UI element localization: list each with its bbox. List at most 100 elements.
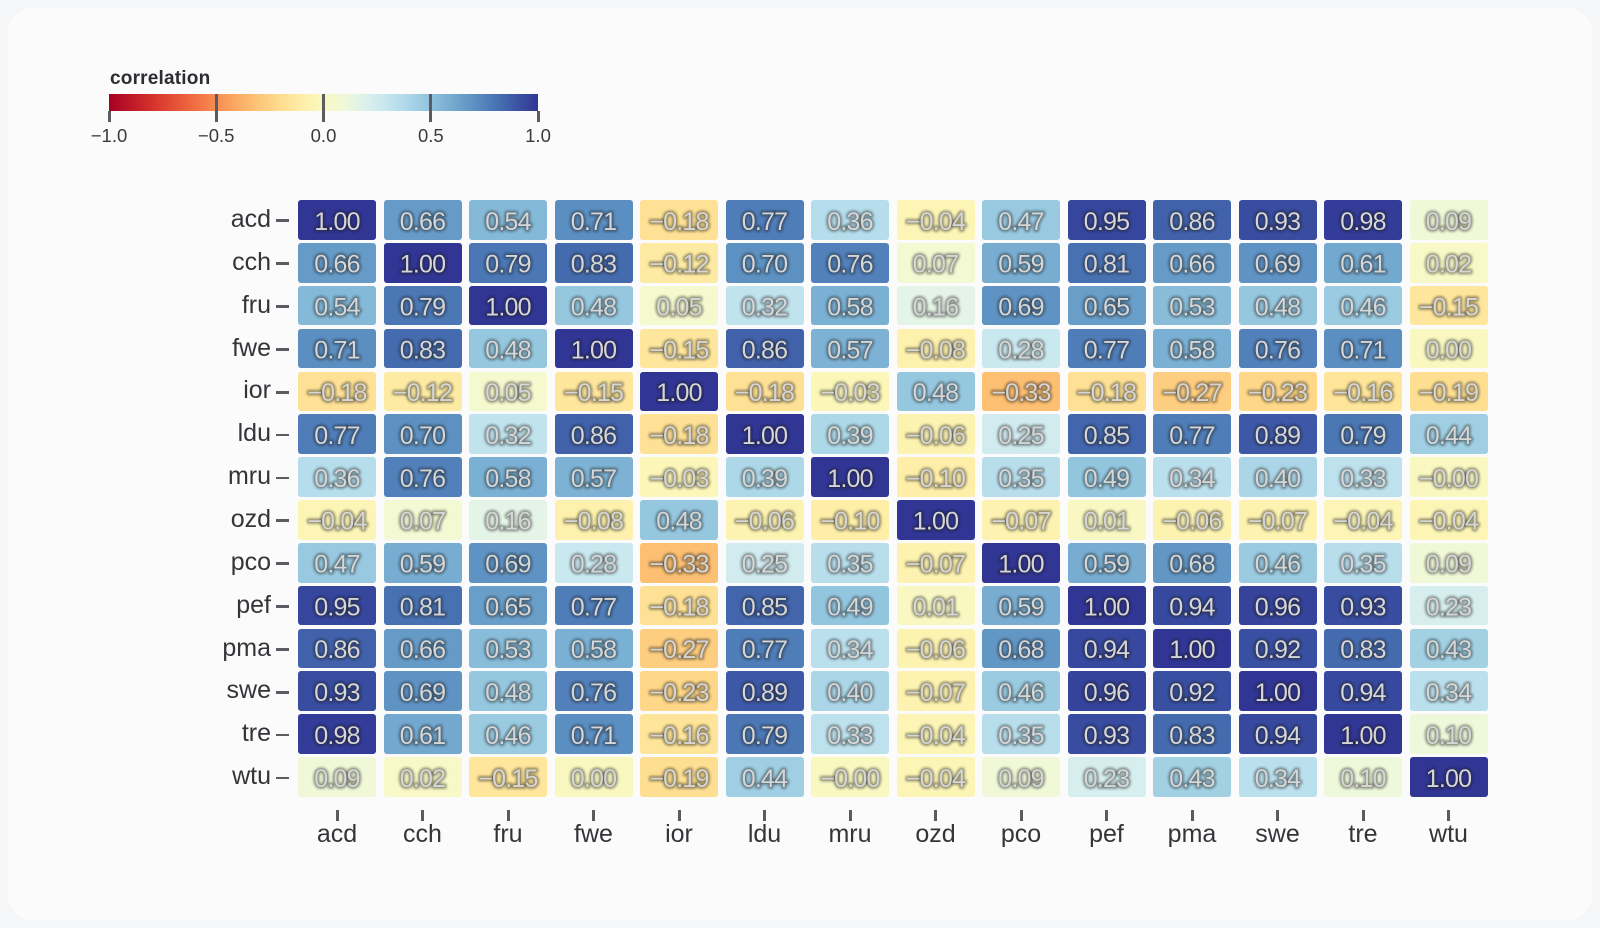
svg-text:−0.23: −0.23 [1248,379,1307,407]
svg-text:1.00: 1.00 [1169,636,1214,664]
svg-text:0.44: 0.44 [742,765,788,793]
svg-text:0.94: 0.94 [1084,636,1130,664]
svg-text:0.59: 0.59 [998,251,1043,279]
svg-text:0.25: 0.25 [998,422,1043,450]
svg-text:−0.15: −0.15 [564,379,623,407]
svg-text:0.59: 0.59 [998,251,1043,279]
svg-text:0.69: 0.69 [1255,251,1300,279]
svg-text:0.25: 0.25 [742,551,787,579]
svg-text:0.94: 0.94 [1084,636,1130,664]
svg-text:0.09: 0.09 [314,765,359,793]
svg-text:0.61: 0.61 [1340,251,1385,279]
svg-text:0.32: 0.32 [485,422,530,450]
svg-text:0.46: 0.46 [1255,551,1300,579]
svg-text:−0.00: −0.00 [820,765,879,793]
svg-text:1.00: 1.00 [1340,722,1385,750]
svg-text:−0.16: −0.16 [1333,379,1392,407]
svg-text:0.00: 0.00 [571,765,616,793]
svg-text:0.10: 0.10 [1340,765,1385,793]
svg-text:0.05: 0.05 [656,293,701,321]
svg-text:−0.23: −0.23 [1248,379,1307,407]
svg-text:−0.19: −0.19 [1419,379,1478,407]
svg-text:0.48: 0.48 [571,293,616,321]
svg-text:−0.07: −0.07 [991,508,1050,536]
svg-text:0.81: 0.81 [1084,251,1129,279]
svg-text:0.94: 0.94 [1169,593,1215,621]
svg-text:−0.33: −0.33 [991,379,1050,407]
svg-text:0.79: 0.79 [400,293,445,321]
svg-text:0.66: 0.66 [400,636,445,664]
svg-text:0.79: 0.79 [742,722,787,750]
svg-text:0.09: 0.09 [1426,208,1471,236]
svg-text:0.71: 0.71 [571,208,616,236]
svg-text:0.76: 0.76 [827,251,872,279]
svg-text:−0.18: −0.18 [1077,379,1136,407]
svg-text:0.33: 0.33 [827,722,872,750]
svg-text:0.36: 0.36 [827,208,872,236]
svg-text:0.94: 0.94 [1340,679,1386,707]
svg-text:0.77: 0.77 [742,636,787,664]
svg-text:0.79: 0.79 [1340,422,1385,450]
svg-text:−0.15: −0.15 [649,336,708,364]
svg-text:1.00: 1.00 [1255,679,1300,707]
svg-text:1.00: 1.00 [1084,593,1129,621]
svg-text:0.83: 0.83 [571,251,616,279]
svg-text:0.44: 0.44 [1426,422,1472,450]
svg-text:0.05: 0.05 [485,379,530,407]
svg-text:0.00: 0.00 [1426,336,1471,364]
svg-text:0.93: 0.93 [1084,722,1129,750]
svg-text:0.79: 0.79 [485,251,530,279]
svg-text:−0.18: −0.18 [649,422,708,450]
svg-text:−0.27: −0.27 [649,636,708,664]
svg-text:−0.03: −0.03 [820,379,879,407]
svg-text:0.34: 0.34 [1169,465,1215,493]
svg-text:0.35: 0.35 [998,465,1043,493]
svg-text:−0.27: −0.27 [1162,379,1221,407]
svg-text:1.00: 1.00 [571,336,616,364]
svg-text:0.48: 0.48 [571,293,616,321]
svg-text:0.69: 0.69 [1255,251,1300,279]
svg-text:0.93: 0.93 [1255,208,1300,236]
svg-text:0.25: 0.25 [998,422,1043,450]
svg-text:1.00: 1.00 [656,379,701,407]
svg-text:0.02: 0.02 [1426,251,1471,279]
svg-text:0.66: 0.66 [400,636,445,664]
svg-text:0.66: 0.66 [1169,251,1214,279]
svg-text:0.71: 0.71 [571,208,616,236]
svg-text:0.77: 0.77 [1084,336,1129,364]
svg-text:−0.10: −0.10 [820,508,879,536]
svg-text:−0.10: −0.10 [906,465,965,493]
svg-text:0.58: 0.58 [571,636,616,664]
svg-text:0.34: 0.34 [827,636,873,664]
svg-text:−0.27: −0.27 [649,636,708,664]
svg-text:−0.23: −0.23 [649,679,708,707]
svg-text:0.86: 0.86 [571,422,616,450]
svg-text:0.49: 0.49 [1084,465,1129,493]
svg-text:0.66: 0.66 [400,208,445,236]
svg-text:0.86: 0.86 [571,422,616,450]
svg-text:0.36: 0.36 [827,208,872,236]
svg-text:0.48: 0.48 [1255,293,1300,321]
svg-text:−0.18: −0.18 [649,422,708,450]
svg-text:0.36: 0.36 [314,465,359,493]
svg-text:−0.04: −0.04 [906,722,966,750]
svg-text:−0.12: −0.12 [393,379,452,407]
svg-text:0.86: 0.86 [1169,208,1214,236]
svg-text:−0.15: −0.15 [1419,293,1478,321]
svg-text:1.00: 1.00 [485,293,530,321]
svg-text:0.09: 0.09 [998,765,1043,793]
svg-text:0.93: 0.93 [314,679,359,707]
svg-text:0.79: 0.79 [485,251,530,279]
svg-text:0.48: 0.48 [485,336,530,364]
svg-text:0.07: 0.07 [400,508,445,536]
svg-text:0.71: 0.71 [571,722,616,750]
svg-text:−0.19: −0.19 [649,765,708,793]
svg-text:0.44: 0.44 [742,765,788,793]
svg-text:0.83: 0.83 [1169,722,1214,750]
svg-text:0.71: 0.71 [1340,336,1385,364]
svg-text:0.34: 0.34 [1426,679,1472,707]
svg-text:0.23: 0.23 [1426,593,1471,621]
svg-text:0.46: 0.46 [485,722,530,750]
svg-text:−0.06: −0.06 [1162,508,1221,536]
svg-text:1.00: 1.00 [913,508,958,536]
